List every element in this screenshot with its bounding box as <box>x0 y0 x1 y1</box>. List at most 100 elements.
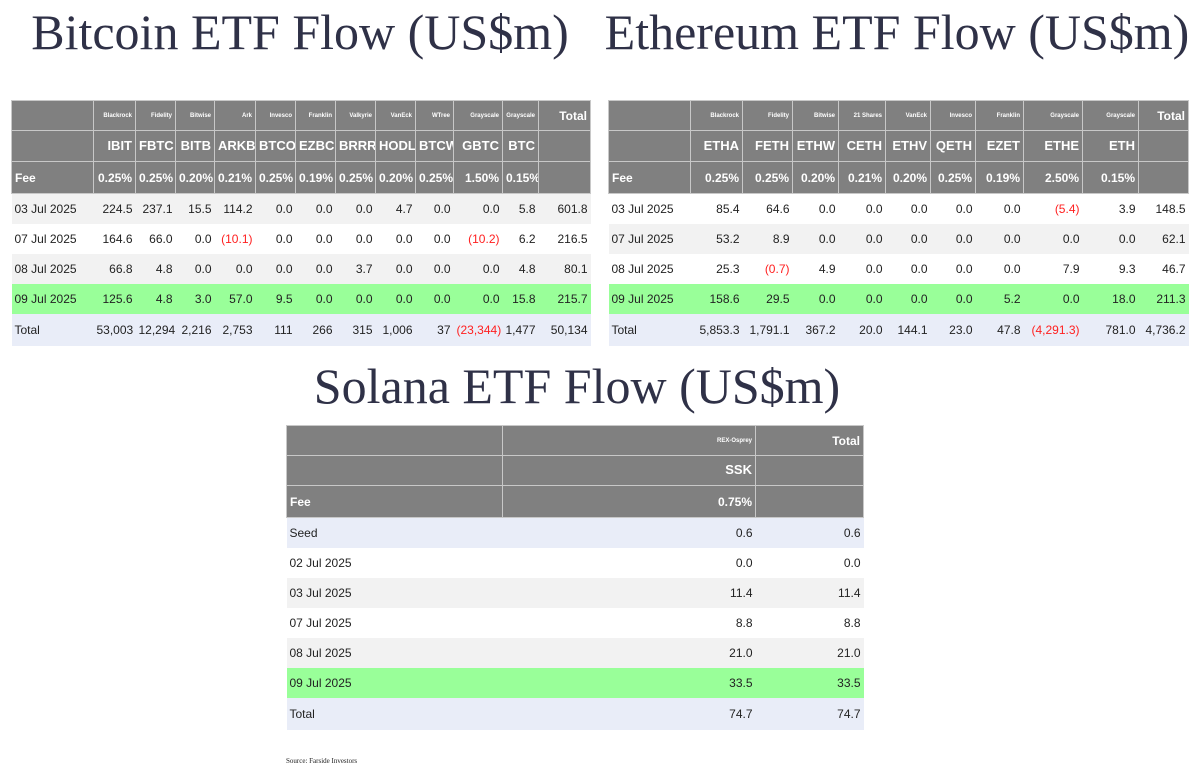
source-note: Source: Farside Investors <box>286 757 358 765</box>
total-row-cell: 74.7 <box>755 697 864 730</box>
fee-row-cell: 0.25% <box>930 161 976 194</box>
table-row: 08 Jul 2025 21.0 21.0 <box>286 637 864 668</box>
total-row-cell: 367.2 <box>792 313 839 346</box>
table-row: 08 Jul 2025 25.3 (0.7) 4.9 0.0 0.0 0.0 0.0 7.9 9.… <box>608 253 1189 284</box>
total-row-cell: 1,477 <box>502 313 539 346</box>
table-row-cell: 0.0 <box>375 283 416 314</box>
total-row-cell: 53,003 <box>93 313 136 346</box>
total-row-cell: 111 <box>255 313 296 346</box>
table-row-cell: 62.1 <box>1138 223 1189 254</box>
table-row-cell: 0.0 <box>792 283 839 314</box>
fee-row-cell: 0.15% <box>502 161 539 194</box>
fee-row-cell <box>1138 161 1189 194</box>
issuer-header-row-cell: Bitwise <box>792 100 839 131</box>
ticker-header-row-cell <box>608 130 691 162</box>
issuer-header-row: Blackrock Fidelity Bitwise Ark Invesco Frankl… <box>11 100 591 131</box>
issuer-header-row-cell: Blackrock <box>690 100 743 131</box>
issuer-header-row-cell: Grayscale <box>502 100 539 131</box>
table-row-cell: 0.0 <box>1023 223 1083 254</box>
total-row-cell: 781.0 <box>1082 313 1139 346</box>
fee-row-cell: Fee <box>608 161 691 194</box>
ticker-header-row-cell: HODL <box>375 130 416 162</box>
ticker-header-row-cell: BTC <box>502 130 539 162</box>
table-row-cell: 4.8 <box>135 283 176 314</box>
table-row-cell: 0.0 <box>214 253 256 284</box>
total-row-cell: 144.1 <box>885 313 931 346</box>
table-row-cell: 08 Jul 2025 <box>608 253 691 284</box>
table-row-cell: 29.5 <box>742 283 793 314</box>
table-row-cell: 0.0 <box>255 253 296 284</box>
fee-row-cell: 0.25% <box>255 161 296 194</box>
total-row-cell: Total <box>11 313 94 346</box>
table-row-cell: 0.0 <box>792 193 839 224</box>
table-row-cell: 0.0 <box>175 253 215 284</box>
ethereum-title: Ethereum ETF Flow (US$m) <box>604 4 1190 60</box>
table-row-cell: 0.0 <box>885 283 931 314</box>
fee-row-cell: 0.25% <box>93 161 136 194</box>
table-row-cell: 3.0 <box>175 283 215 314</box>
table-row-cell: 85.4 <box>690 193 743 224</box>
ticker-header-row-cell <box>538 130 591 162</box>
table-row: 02 Jul 2025 0.0 0.0 <box>286 547 864 578</box>
ticker-header-row-cell <box>1138 130 1189 162</box>
ticker-header-row-cell: ETH <box>1082 130 1139 162</box>
table-row-cell: 0.0 <box>838 193 886 224</box>
ticker-header-row-cell: FETH <box>742 130 793 162</box>
table-row-cell: 0.0 <box>295 193 336 224</box>
table-row-cell: (5.4) <box>1023 193 1083 224</box>
table-row-cell: 80.1 <box>538 253 591 284</box>
table-row-cell: 7.9 <box>1023 253 1083 284</box>
table-row-cell: 21.0 <box>755 637 864 668</box>
fee-row-cell: 0.25% <box>135 161 176 194</box>
ticker-header-row-cell: ARKB <box>214 130 256 162</box>
table-row-cell: 215.7 <box>538 283 591 314</box>
ticker-header-row-cell <box>755 455 864 486</box>
ticker-header-row-cell: FBTC <box>135 130 176 162</box>
table-row-cell: 0.0 <box>415 223 454 254</box>
table-row-cell: 0.0 <box>502 547 756 578</box>
table-row-cell: 09 Jul 2025 <box>608 283 691 314</box>
issuer-header-row-cell <box>11 100 94 131</box>
table-row-cell: 0.6 <box>755 517 864 548</box>
issuer-header-row-cell: Invesco <box>930 100 976 131</box>
table-row-cell: 0.0 <box>453 193 503 224</box>
ticker-header-row-cell: ETHE <box>1023 130 1083 162</box>
total-row-cell: 2,753 <box>214 313 256 346</box>
ethereum-etf-table: Blackrock Fidelity Bitwise 21 Shares VanEck I… <box>608 100 1189 346</box>
total-row-cell: Total <box>286 697 503 730</box>
table-row: 03 Jul 2025 224.5 237.1 15.5 114.2 0.0 0.0 0.0 4… <box>11 193 591 224</box>
table-row-cell: 15.5 <box>175 193 215 224</box>
table-row-cell: 0.0 <box>175 223 215 254</box>
table-row-cell: 66.0 <box>135 223 176 254</box>
total-row-cell: 74.7 <box>502 697 756 730</box>
fee-row-cell: 1.50% <box>453 161 503 194</box>
ticker-header-row-cell <box>286 455 503 486</box>
table-row-cell: 114.2 <box>214 193 256 224</box>
table-row-cell: 02 Jul 2025 <box>286 547 503 578</box>
issuer-header-row-cell: VanEck <box>885 100 931 131</box>
issuer-header-row-cell <box>608 100 691 131</box>
table-row-cell: 57.0 <box>214 283 256 314</box>
table-row-cell: 0.0 <box>885 193 931 224</box>
ticker-header-row-cell <box>11 130 94 162</box>
ticker-header-row-cell: BRRR <box>335 130 376 162</box>
table-row-cell: 216.5 <box>538 223 591 254</box>
table-row-cell: 15.8 <box>502 283 539 314</box>
table-row-cell: 0.0 <box>975 193 1024 224</box>
table-row-cell: 0.0 <box>930 223 976 254</box>
ticker-header-row-cell: EZET <box>975 130 1024 162</box>
table-row-cell: 08 Jul 2025 <box>11 253 94 284</box>
table-row-cell: 25.3 <box>690 253 743 284</box>
table-row-cell: 158.6 <box>690 283 743 314</box>
fee-row-cell: 0.20% <box>175 161 215 194</box>
table-row-cell: 21.0 <box>502 637 756 668</box>
ticker-header-row-cell: CETH <box>838 130 886 162</box>
table-row-cell: 03 Jul 2025 <box>11 193 94 224</box>
table-row-cell: 0.0 <box>930 253 976 284</box>
table-row-cell: 0.0 <box>885 223 931 254</box>
table-row-cell: 0.0 <box>415 253 454 284</box>
total-row-cell: 50,134 <box>538 313 591 346</box>
table-row-cell: 3.9 <box>1082 193 1139 224</box>
bitcoin-title: Bitcoin ETF Flow (US$m) <box>31 4 569 60</box>
table-row-cell: 0.0 <box>930 283 976 314</box>
